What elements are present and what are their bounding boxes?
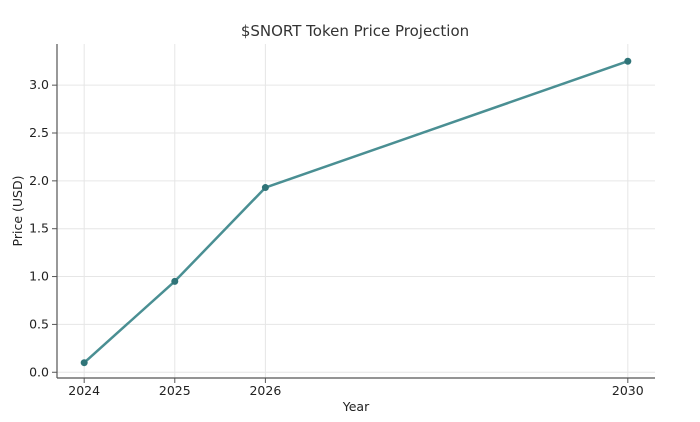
grid <box>57 44 655 378</box>
y-tick-label: 1.0 <box>29 269 49 284</box>
y-tick-label: 0.0 <box>29 364 49 379</box>
data-point <box>171 277 179 285</box>
y-tick-label: 2.5 <box>29 125 49 140</box>
y-axis-ticks: 0.0 0.5 1.0 1.5 2.0 2.5 3.0 <box>29 77 57 379</box>
y-tick-label: 0.5 <box>29 316 49 331</box>
chart-title: $SNORT Token Price Projection <box>241 22 469 40</box>
x-axis-ticks: 2024 2025 2026 2030 <box>68 378 644 398</box>
y-tick-label: 1.5 <box>29 221 49 236</box>
series-layer <box>80 57 632 367</box>
x-axis-label: Year <box>342 399 370 414</box>
data-point <box>80 359 88 367</box>
y-tick-label: 2.0 <box>29 173 49 188</box>
data-point <box>624 57 632 65</box>
x-tick-label: 2025 <box>159 383 191 398</box>
price-line <box>83 60 629 364</box>
y-tick-label: 3.0 <box>29 77 49 92</box>
x-tick-label: 2030 <box>612 383 644 398</box>
data-point <box>261 184 269 192</box>
x-tick-label: 2026 <box>249 383 281 398</box>
x-tick-label: 2024 <box>68 383 100 398</box>
y-axis-label: Price (USD) <box>10 176 25 247</box>
